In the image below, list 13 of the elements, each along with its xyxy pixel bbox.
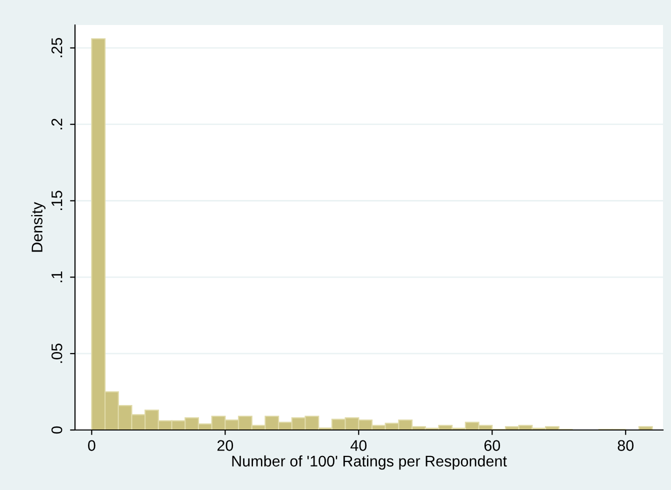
x-tick-label: 60 xyxy=(484,440,500,451)
y-tick-label: .05 xyxy=(51,344,62,363)
x-axis-title: Number of '100' Ratings per Respondent xyxy=(232,455,507,470)
y-tick-label: .2 xyxy=(51,118,62,130)
x-tick-label: 20 xyxy=(217,440,234,451)
x-tick-label: 40 xyxy=(350,440,367,451)
x-tick-label: 80 xyxy=(618,440,634,451)
y-axis-title: Density xyxy=(31,202,46,252)
y-tick-label: 0 xyxy=(51,426,62,434)
y-tick-label: .25 xyxy=(51,38,62,58)
y-tick-label: .15 xyxy=(52,190,62,210)
y-tick-label: .1 xyxy=(52,272,62,282)
x-tick-label: 0 xyxy=(88,440,96,451)
